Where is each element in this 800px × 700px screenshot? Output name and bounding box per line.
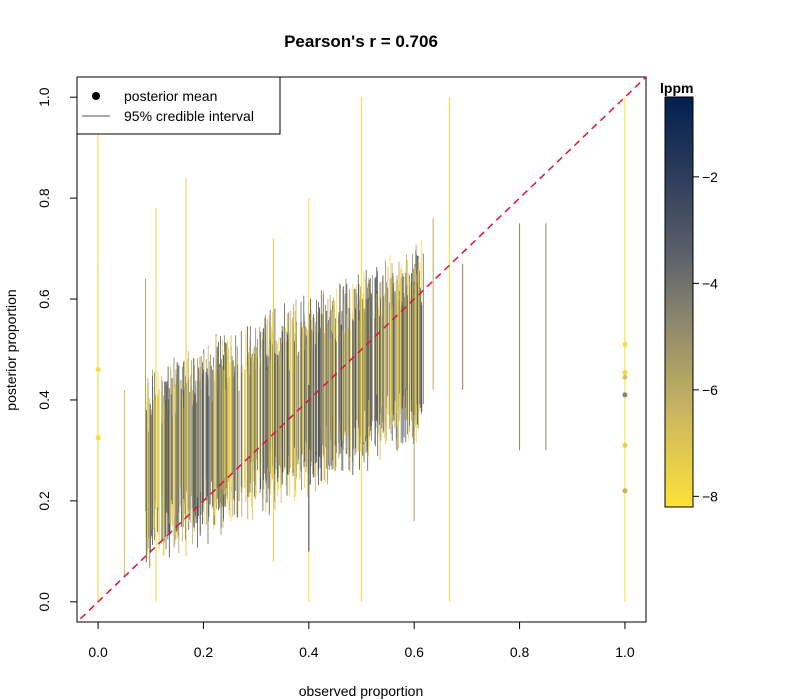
legend-label-mean: posterior mean bbox=[124, 88, 217, 104]
colorbar-tick-label: −4 bbox=[702, 275, 718, 291]
x-tick-label: 0.6 bbox=[404, 644, 424, 660]
colorbar-title: lppm bbox=[660, 80, 693, 96]
posterior-mean-point bbox=[622, 392, 628, 398]
y-tick-label: 0.6 bbox=[36, 289, 52, 309]
x-tick-label: 0.0 bbox=[88, 644, 108, 660]
posterior-mean-point bbox=[622, 442, 628, 448]
legend-box bbox=[76, 76, 281, 135]
x-axis: 0.0 0.2 0.4 0.6 0.8 1.0 bbox=[88, 621, 635, 660]
legend-label-interval: 95% credible interval bbox=[124, 108, 254, 124]
x-tick-label: 0.4 bbox=[299, 644, 319, 660]
x-tick-label: 0.8 bbox=[510, 644, 530, 660]
posterior-mean-point bbox=[622, 341, 628, 347]
y-tick-label: 0.0 bbox=[36, 592, 52, 612]
colorbar-gradient bbox=[664, 96, 694, 508]
colorbar-tick-label: −8 bbox=[702, 488, 718, 504]
y-tick-label: 0.8 bbox=[36, 188, 52, 208]
colorbar-ticks: −2 −4 −6 −8 bbox=[693, 169, 718, 504]
posterior-mean-point bbox=[95, 435, 101, 441]
posterior-mean-point bbox=[95, 367, 101, 373]
x-tick-label: 1.0 bbox=[615, 644, 635, 660]
x-axis-label: observed proportion bbox=[299, 683, 424, 699]
y-tick-label: 0.4 bbox=[36, 390, 52, 410]
y-tick-label: 1.0 bbox=[36, 87, 52, 107]
colorbar: lppm −2 −4 −6 −8 bbox=[660, 80, 718, 508]
chart-title: Pearson's r = 0.706 bbox=[284, 32, 438, 51]
y-axis: 0.0 0.2 0.4 0.6 0.8 1.0 bbox=[36, 87, 78, 612]
x-tick-label: 0.2 bbox=[194, 644, 214, 660]
reference-line-group bbox=[77, 77, 646, 622]
colorbar-tick-label: −2 bbox=[702, 169, 718, 185]
y-tick-label: 0.2 bbox=[36, 491, 52, 511]
posterior-mean-point bbox=[622, 488, 628, 494]
posterior-means bbox=[95, 341, 628, 494]
colorbar-tick-label: −6 bbox=[702, 382, 718, 398]
posterior-mean-point bbox=[622, 374, 628, 380]
legend-point-symbol bbox=[92, 92, 100, 100]
y-axis-label: posterior proportion bbox=[3, 289, 19, 410]
reference-line bbox=[77, 77, 646, 622]
legend: posterior mean 95% credible interval bbox=[76, 76, 281, 135]
posterior-mean-point bbox=[622, 369, 628, 375]
